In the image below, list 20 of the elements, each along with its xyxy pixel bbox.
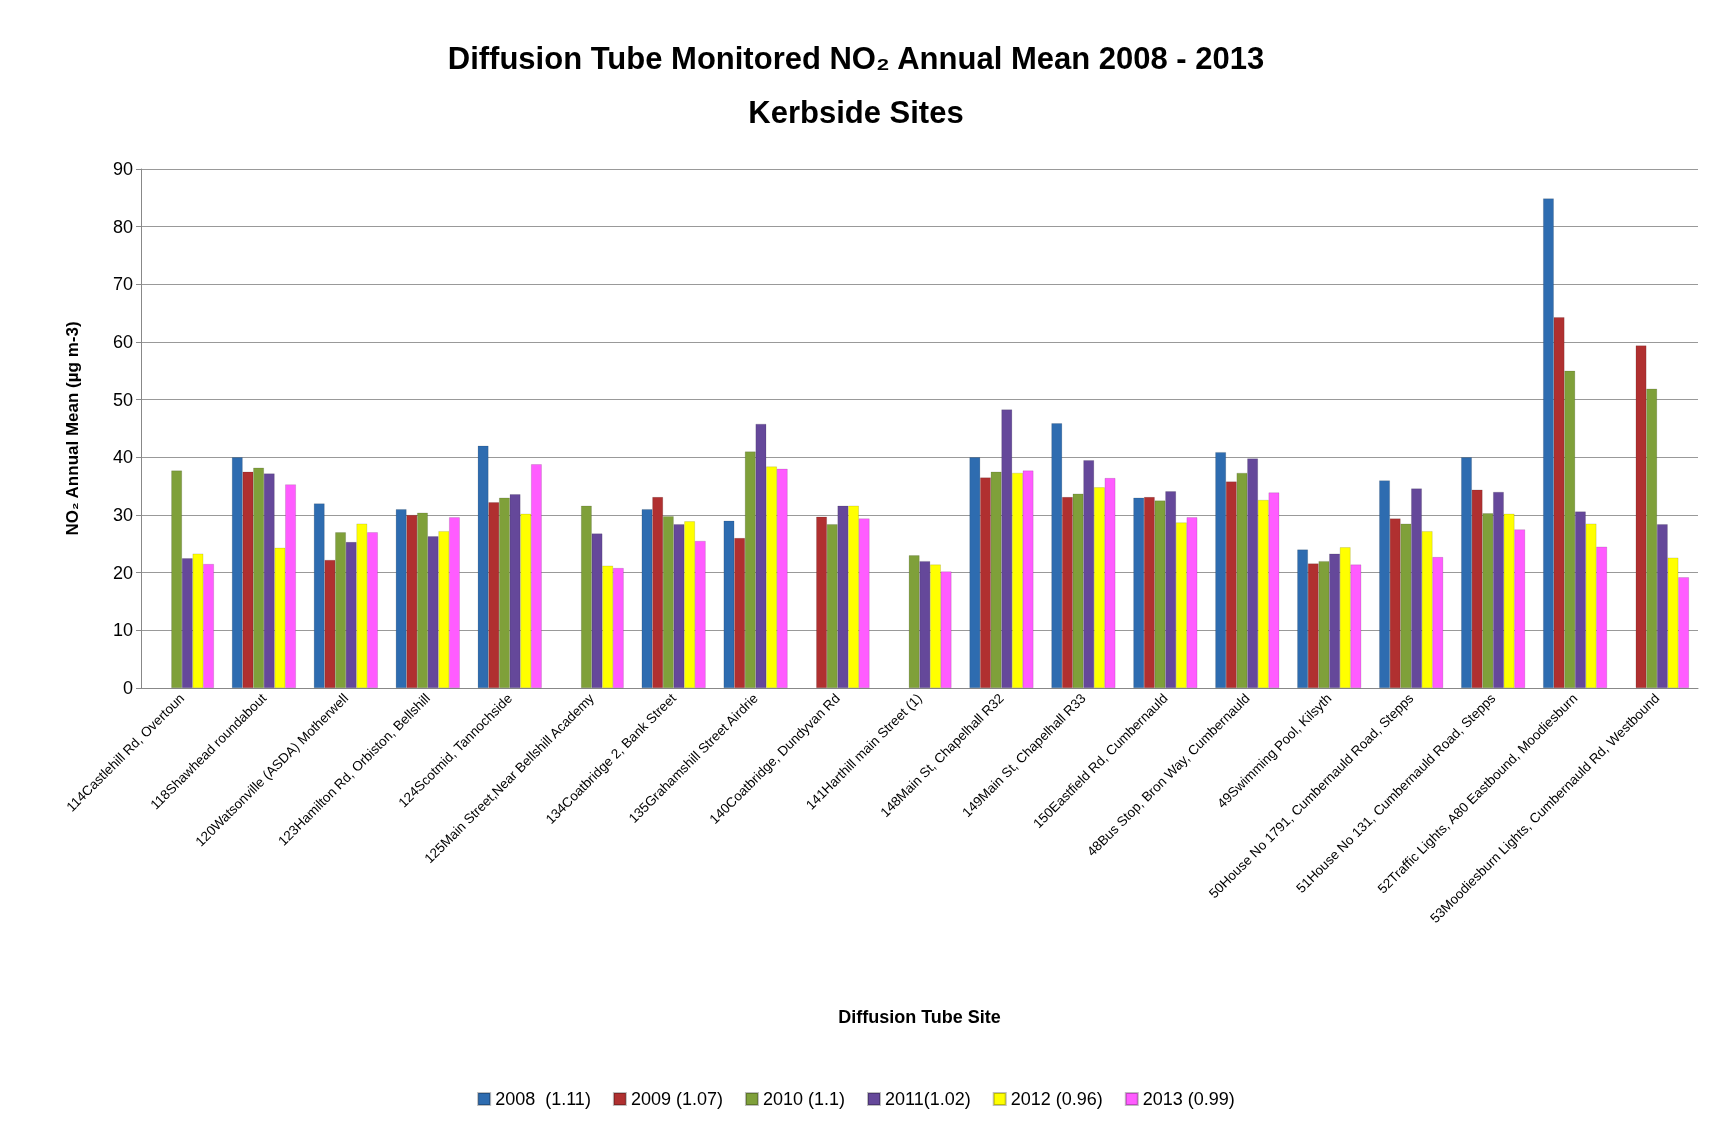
y-tick-label: 20: [112, 562, 133, 583]
legend-label: 2013 (0.99): [1142, 1089, 1235, 1109]
y-tick-label: 0: [122, 678, 133, 698]
y-tick-label: 50: [112, 389, 133, 410]
y-tick-label: 90: [112, 159, 133, 179]
y-tick-label: 10: [112, 620, 133, 641]
legend-label: 2012 (0.96): [1010, 1089, 1103, 1109]
y-tick-label: 60: [112, 332, 133, 352]
chart-title: Diffusion Tube Monitored NO₂ Annual Mean 2008 - 2013: [447, 41, 1265, 76]
x-axis-title: Diffusion Tube Site: [838, 1007, 1001, 1027]
y-tick-label: 80: [112, 216, 133, 237]
y-tick-label: 40: [112, 447, 133, 468]
legend-label: 2010 (1.1): [762, 1089, 845, 1109]
legend-label: 2009 (1.07): [630, 1089, 723, 1109]
legend-label: 2008 (1.11): [495, 1089, 591, 1109]
y-axis-title: NO₂ Annual Mean (µg m-3): [63, 321, 82, 536]
chart-subtitle: Kerbside Sites: [748, 95, 964, 130]
legend-label: 2011(1.02): [885, 1089, 971, 1109]
y-tick-label: 70: [112, 274, 133, 295]
y-tick-label: 30: [112, 505, 133, 525]
